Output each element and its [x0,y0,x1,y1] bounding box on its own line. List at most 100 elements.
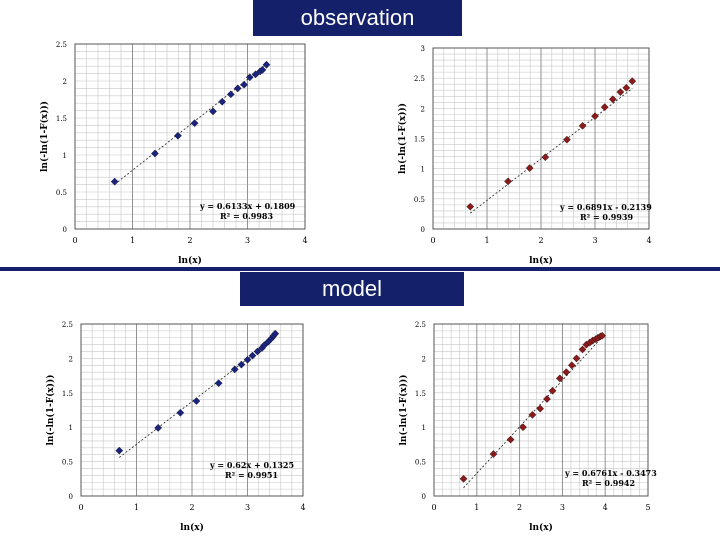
data-point [563,135,571,144]
x-tick-label: 5 [645,503,650,512]
data-point [578,345,587,354]
r-squared-label: R² = 0.9939 [580,212,633,222]
y-axis-label: ln(-ln(1-F(x))) [45,375,56,446]
x-tick-label: 4 [300,503,305,512]
x-tick-label: 4 [603,503,608,512]
y-tick-label: 0.5 [62,459,73,467]
y-tick-label: 2.5 [415,321,426,329]
y-tick-label: 1.5 [62,390,73,398]
data-point [262,60,271,69]
y-tick-label: 2 [421,105,425,113]
x-tick-label: 1 [130,236,135,245]
x-tick-label: 0 [430,236,435,245]
data-point [528,410,537,419]
y-tick-label: 2 [69,355,73,363]
data-point [555,374,564,383]
trendline-equation: y = 0.62x + 0.1325 [209,460,294,470]
y-tick-label: 2.5 [414,75,425,83]
x-axis-label: ln(x) [529,522,553,533]
y-tick-label: 1.5 [415,390,426,398]
x-axis-label: ln(x) [178,255,202,266]
data-point [591,112,599,121]
data-point [567,361,576,370]
data-point [258,66,267,74]
y-tick-label: 2.5 [62,321,73,329]
data-point [240,80,248,89]
y-axis-label: ln(-ln(1-F(x))) [39,101,50,172]
data-point [541,153,550,162]
data-point [489,450,498,458]
x-axis-label: ln(x) [529,255,553,266]
data-point [506,435,515,444]
chart-observation-left: 0 1 2 3 4 0 0.5 1 1.5 2 2.5 ln(x) ln(-ln(1-F(x))) y =… [39,41,308,266]
data-point [214,379,223,388]
data-point [459,474,468,483]
x-tick-label: 1 [134,503,139,512]
data-point [218,97,227,106]
x-tick-label: 3 [245,503,250,512]
data-point [253,347,262,356]
r-squared-label: R² = 0.9951 [225,470,278,480]
y-tick-label: 0 [63,226,67,234]
y-tick-label: 1 [69,424,73,432]
data-point [230,365,239,374]
x-tick-label: 3 [560,503,565,512]
x-axis-label: ln(x) [180,522,204,533]
data-point [115,446,124,455]
x-tick-label: 1 [474,503,479,512]
y-tick-label: 0.5 [415,459,426,467]
y-axis-label: ln(-ln(1-F(x))) [397,103,408,174]
y-tick-label: 3 [421,45,425,53]
trendline [119,337,276,458]
data-point [192,397,201,405]
data-point [110,177,119,186]
data-point [226,90,235,99]
data-point [243,355,252,364]
y-tick-label: 1 [63,152,67,160]
data-point [608,95,617,104]
data-point [271,329,280,338]
y-tick-label: 2 [422,355,426,363]
x-tick-label: 3 [592,236,597,245]
data-point [176,408,185,417]
data-point [616,88,625,96]
data-point [562,368,571,377]
data-point [578,121,587,130]
trendline-equation: y = 0.6891x - 0.2139 [559,202,652,212]
trendline-equation: y = 0.6133x + 0.1809 [199,201,296,211]
model-banner: model [240,272,464,306]
y-tick-label: 0.5 [56,189,67,197]
plot-area [432,47,650,230]
data-point [622,83,631,92]
r-squared-label: R² = 0.9942 [582,478,635,488]
chart-model-right: 0 1 2 3 4 5 0 0.5 1 1.5 2 2.5 ln(x) ln(-ln(1-F(x))) y … [398,321,657,533]
data-point [628,77,637,86]
data-point [245,73,254,82]
x-tick-label: 1 [484,236,489,245]
y-tick-label: 0 [69,493,73,501]
data-point [548,386,557,395]
data-point [233,84,242,93]
data-point [572,354,581,363]
y-axis-label: ln(-ln(1-F(x))) [398,375,409,446]
y-tick-label: 2.5 [56,41,67,49]
y-tick-label: 1 [422,424,426,432]
plot-area [80,323,304,497]
x-tick-label: 4 [646,236,651,245]
x-tick-label: 2 [538,236,543,245]
y-tick-label: 1.5 [414,136,425,144]
chart-observation-right: 0 1 2 3 4 0 0.5 1 1.5 2 2.5 3 ln(x) ln(-ln(1-F(x))) y … [397,45,652,266]
data-point [248,351,257,360]
data-point [190,119,199,128]
x-tick-label: 2 [189,503,194,512]
x-tick-label: 2 [517,503,522,512]
plot-area [433,323,649,497]
x-tick-label: 0 [78,503,83,512]
r-squared-label: R² = 0.9983 [220,211,273,221]
x-tick-label: 0 [72,236,77,245]
data-point [525,164,534,172]
data-point [543,395,551,403]
y-tick-label: 1 [421,166,425,174]
data-point [519,423,527,432]
x-tick-label: 4 [302,236,307,245]
